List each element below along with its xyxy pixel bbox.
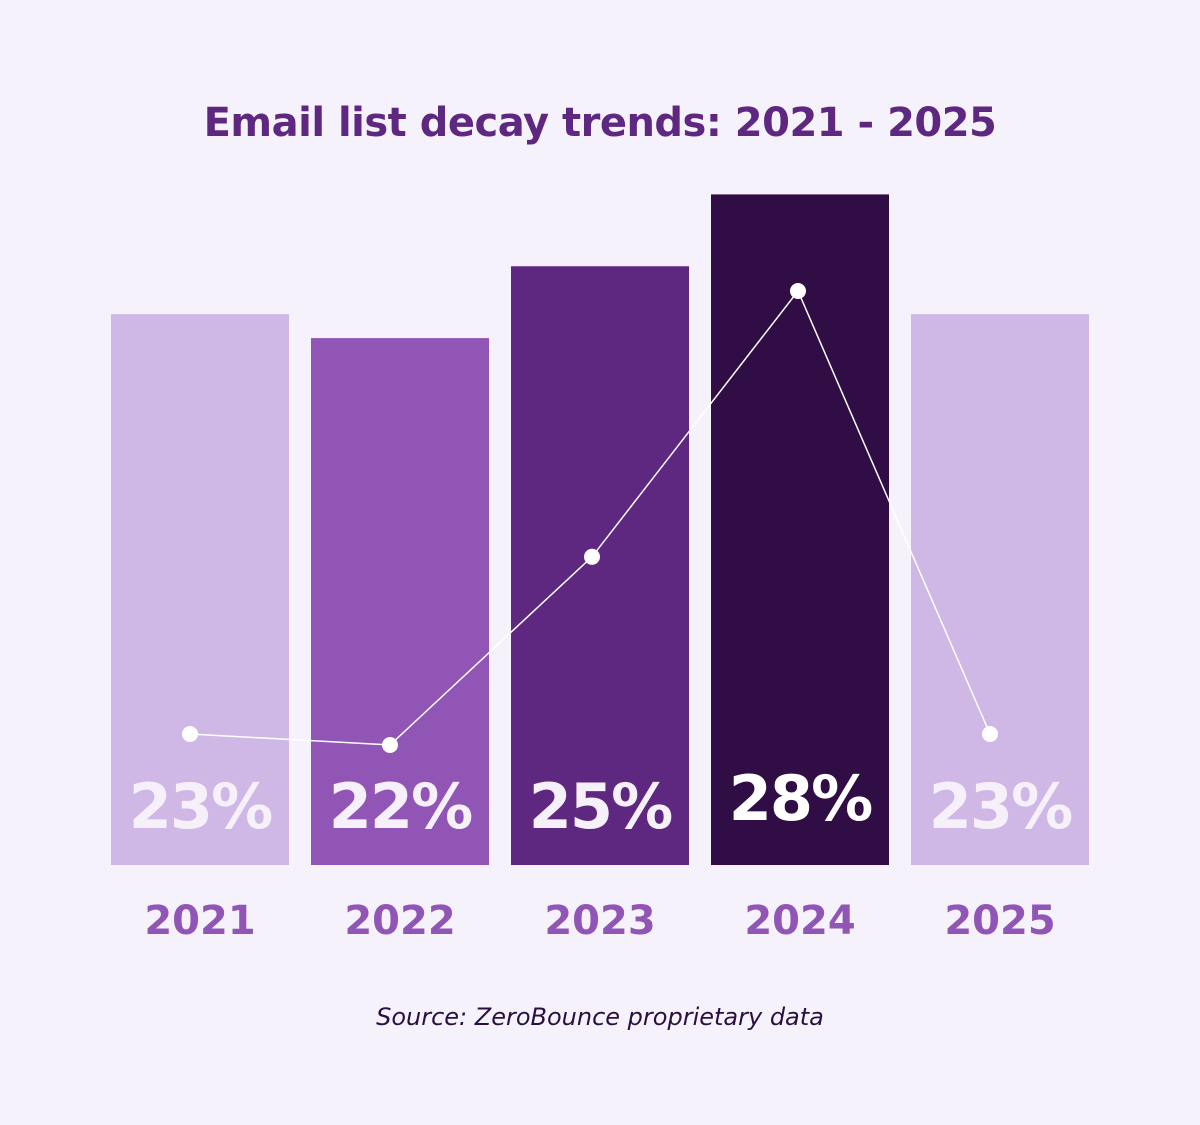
value-label-2023: 25% — [529, 770, 672, 843]
value-label-2024: 28% — [729, 762, 872, 835]
trend-point-2024 — [790, 283, 806, 299]
bar-2024 — [711, 194, 889, 865]
value-label-2021: 23% — [129, 770, 272, 843]
value-label-2022: 22% — [329, 770, 472, 843]
category-label-2024: 2024 — [744, 898, 855, 944]
bar-2022 — [311, 338, 489, 866]
trend-point-2025 — [982, 726, 998, 742]
category-label-2021: 2021 — [144, 898, 255, 944]
bar-2025 — [911, 314, 1089, 865]
trend-point-2023 — [584, 548, 600, 565]
value-label-2025: 23% — [929, 770, 1072, 843]
bar-2023 — [511, 266, 689, 865]
bar-2021 — [111, 314, 289, 865]
category-label-2022: 2022 — [344, 898, 455, 944]
trend-point-2021 — [182, 726, 198, 742]
category-label-2023: 2023 — [544, 898, 655, 944]
trend-point-2022 — [382, 737, 398, 753]
chart-title: Email list decay trends: 2021 - 2025 — [203, 100, 997, 146]
source-note: Source: ZeroBounce proprietary data — [376, 1003, 824, 1031]
category-label-2025: 2025 — [944, 898, 1055, 944]
